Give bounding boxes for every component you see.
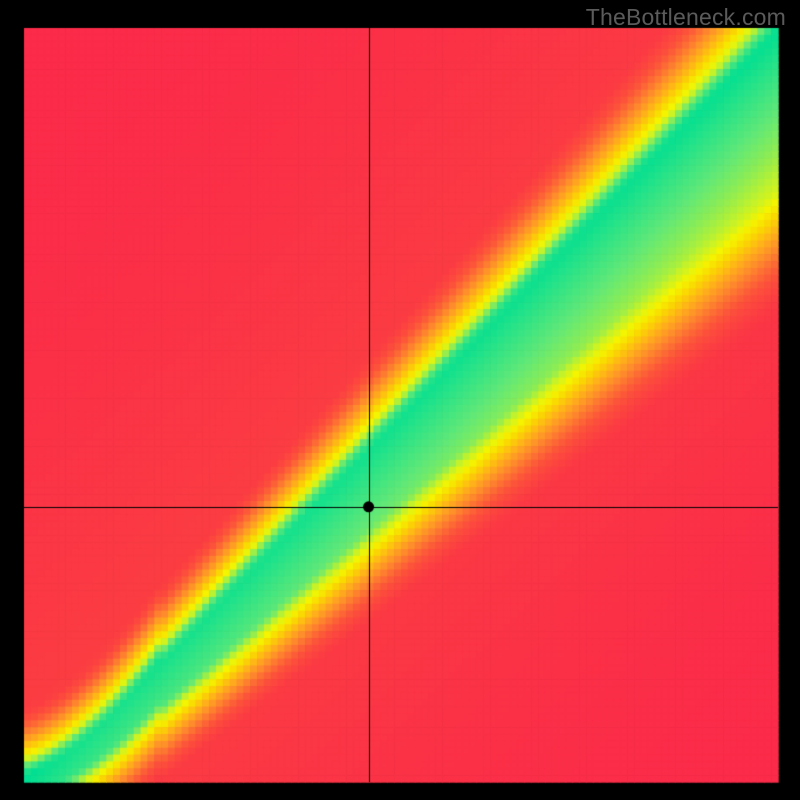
- chart-container: TheBottleneck.com: [0, 0, 800, 800]
- watermark-text: TheBottleneck.com: [586, 4, 786, 31]
- heatmap-canvas: [0, 0, 800, 800]
